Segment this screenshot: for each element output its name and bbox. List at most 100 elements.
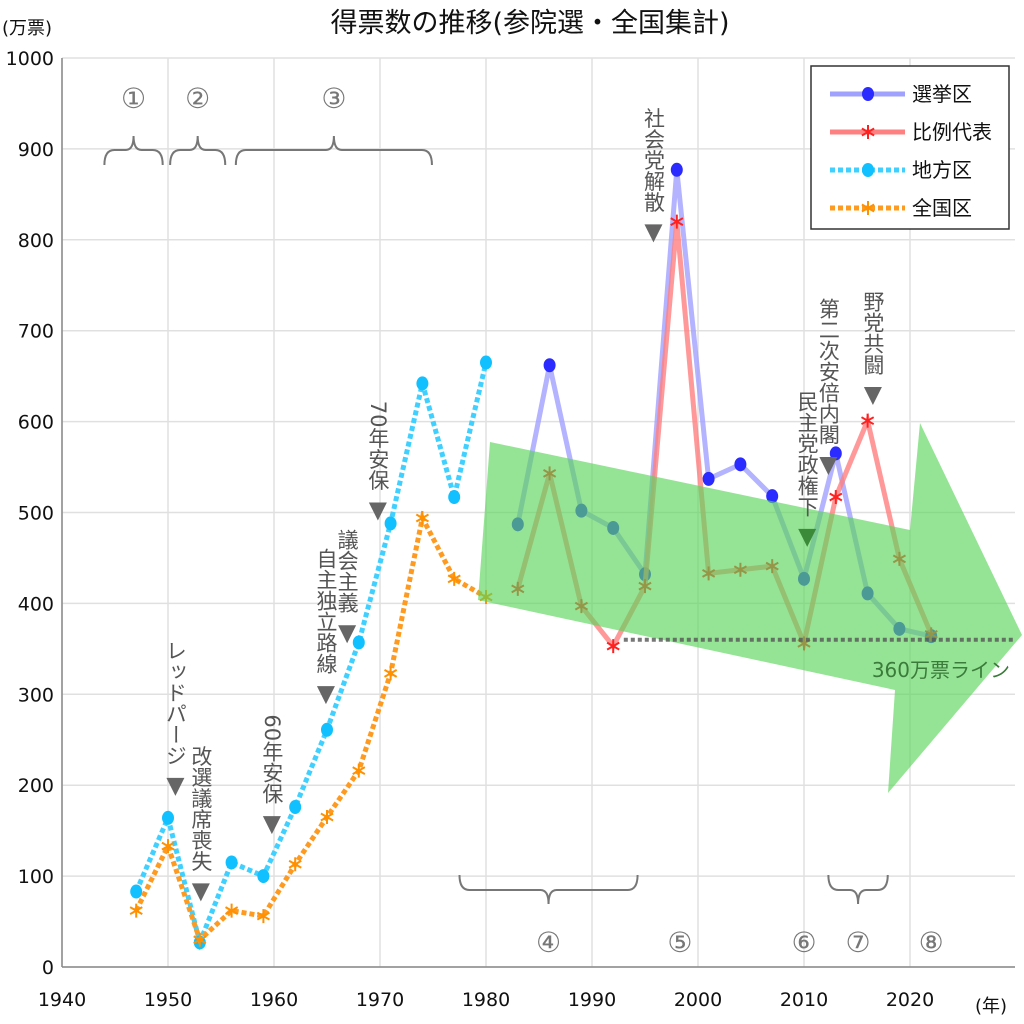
period-brace <box>234 135 433 166</box>
data-point <box>352 766 366 776</box>
annotation-label: 社会党解散 <box>641 107 665 212</box>
down-triangle-icon <box>798 528 817 547</box>
data-point <box>130 884 143 899</box>
period-brace <box>458 874 639 905</box>
annotation-label: 自主独立路線 <box>314 548 338 674</box>
data-point <box>321 722 333 737</box>
down-triangle-icon <box>262 816 281 835</box>
y-tick-label: 100 <box>18 866 54 888</box>
period-brace <box>169 135 227 166</box>
y-tick-label: 200 <box>18 775 54 797</box>
annotation-label: 改選議席喪失 <box>189 745 213 871</box>
data-point <box>448 490 461 505</box>
legend-label: 選挙区 <box>912 82 972 106</box>
data-point <box>384 516 397 531</box>
x-tick-label: 1950 <box>144 989 192 1011</box>
period-number: ⑦ <box>846 926 871 959</box>
annotation: 60年安保 <box>260 714 284 835</box>
x-tick-label: 1990 <box>568 989 616 1011</box>
period-number: ⑧ <box>919 926 944 959</box>
data-point <box>606 641 620 651</box>
period-number: ② <box>185 82 210 115</box>
down-triangle-icon <box>166 777 185 796</box>
legend-label: 地方区 <box>912 158 972 182</box>
period-brace <box>827 874 889 905</box>
legend-label: 全国区 <box>912 196 972 220</box>
legend-marker <box>862 163 874 177</box>
x-tick-label: 2010 <box>780 989 828 1011</box>
y-tick-label: 900 <box>18 139 54 161</box>
y-axis-label: (万票) <box>2 18 52 39</box>
legend-box <box>810 65 1010 230</box>
annotation: 民主党政権下 <box>795 391 819 547</box>
annotation-label: 70年安保 <box>366 401 390 491</box>
period-marker: ② <box>169 82 227 166</box>
y-tick-label: 400 <box>18 593 54 615</box>
data-point <box>670 162 683 177</box>
down-triangle-icon <box>368 502 387 521</box>
legend-label: 比例代表 <box>912 120 992 144</box>
data-point <box>161 841 175 851</box>
period-marker: ④ <box>458 874 639 959</box>
data-point <box>289 800 302 815</box>
down-triangle-icon <box>819 457 838 476</box>
annotation-label: 60年安保 <box>260 714 284 804</box>
down-triangle-icon <box>644 224 663 243</box>
reference-line-label: 360万票ライン <box>872 658 1010 682</box>
annotation: 社会党解散 <box>641 107 665 243</box>
x-tick-label: 1980 <box>462 989 510 1011</box>
annotation: 自主独立路線 <box>314 548 338 705</box>
data-point <box>257 869 270 884</box>
annotation: レッドパージ <box>163 640 187 796</box>
x-tick-label: 1940 <box>38 989 86 1011</box>
data-point <box>288 859 302 869</box>
period-number: ① <box>121 82 146 115</box>
annotation: 第二次安倍内閣 <box>816 298 840 476</box>
series-line <box>133 510 488 945</box>
annotation: 改選議席喪失 <box>189 745 213 902</box>
legend-marker <box>862 87 874 101</box>
data-point <box>162 810 174 825</box>
period-marker: ⑤ <box>667 926 692 959</box>
x-tick-label: 2020 <box>886 989 934 1011</box>
x-tick-label: 2000 <box>674 989 722 1011</box>
data-point <box>766 489 779 504</box>
annotation: 70年安保 <box>366 401 390 521</box>
data-point <box>416 376 429 391</box>
period-number: ⑥ <box>791 926 816 959</box>
down-triangle-icon <box>191 883 210 902</box>
data-point <box>829 492 843 502</box>
y-tick-label: 600 <box>18 412 54 434</box>
data-point <box>320 812 334 822</box>
data-point <box>447 574 461 584</box>
period-number: ⑤ <box>667 926 692 959</box>
x-axis-label: (年) <box>975 996 1007 1017</box>
trend-arrow <box>478 423 1022 793</box>
annotation: 議会主義 <box>335 529 359 644</box>
data-point <box>829 446 842 461</box>
down-triangle-icon <box>316 686 335 705</box>
data-point <box>734 457 747 472</box>
period-marker: ① <box>103 82 164 166</box>
period-brace <box>103 135 164 166</box>
period-number: ④ <box>536 926 561 959</box>
y-tick-label: 500 <box>18 503 54 525</box>
annotation: 野党共闘 <box>861 291 885 406</box>
down-triangle-icon <box>338 625 357 644</box>
chart-title: 得票数の推移(参院選・全国集計) <box>330 8 729 39</box>
period-marker: ⑧ <box>919 926 944 959</box>
data-point <box>480 355 492 370</box>
legend-marker <box>861 203 875 213</box>
data-point <box>225 906 239 916</box>
data-point <box>670 217 684 226</box>
data-point <box>129 906 143 916</box>
period-marker: ⑥ <box>791 926 816 959</box>
data-point <box>702 471 715 486</box>
y-tick-label: 700 <box>18 321 54 343</box>
data-point <box>384 669 398 678</box>
period-marker: ⑦ <box>827 874 889 959</box>
annotation-label: 野党共闘 <box>861 291 885 375</box>
data-point <box>193 935 207 945</box>
period-marker: ③ <box>234 82 433 166</box>
